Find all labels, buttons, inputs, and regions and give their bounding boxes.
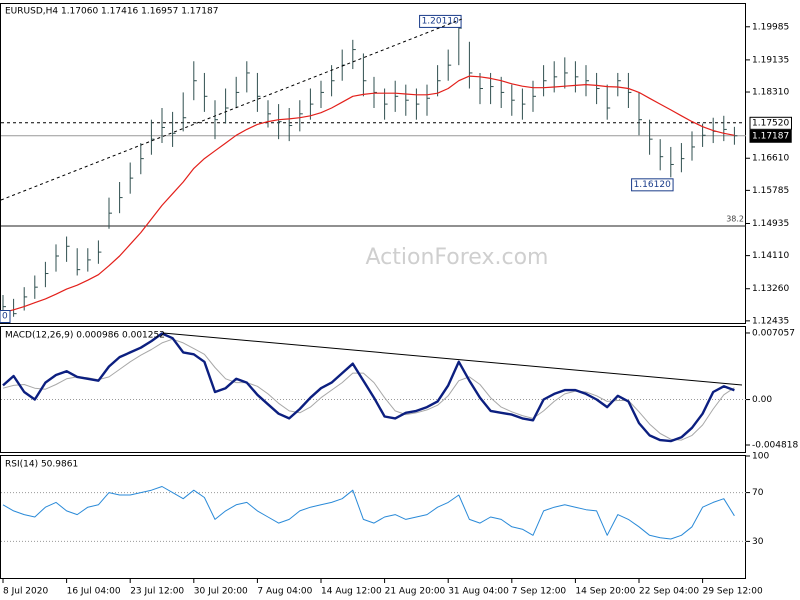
rsi-line xyxy=(2,486,735,540)
price-label-box xyxy=(749,129,792,143)
x-tick-label: 14 Aug 12:00 xyxy=(321,587,382,597)
x-tick-label: 21 Aug 20:00 xyxy=(385,587,446,597)
price-label: 1.17520 xyxy=(752,118,789,128)
x-tick-label: 8 Jul 2020 xyxy=(3,587,48,597)
watermark: ActionForex.com xyxy=(366,245,549,270)
y-tick-label: -0.004818 xyxy=(752,441,798,451)
price-label-box xyxy=(419,14,462,28)
macd-line xyxy=(2,332,735,443)
price-label-box xyxy=(0,310,11,323)
x-tick-label: 16 Jul 04:00 xyxy=(67,587,121,597)
y-tick-label: 1.18310 xyxy=(752,88,789,98)
y-tick-label: 1.15785 xyxy=(752,186,789,196)
y-tick-label: 30 xyxy=(752,537,764,547)
y-tick-label: 1.16610 xyxy=(752,154,789,164)
price-label: 1.17187 xyxy=(752,131,789,141)
price-label: 1.20110 xyxy=(422,16,459,26)
price-panel-frame xyxy=(0,3,746,324)
rsi-panel-frame xyxy=(0,455,746,579)
fib-label: 38.2 xyxy=(726,215,744,224)
trend-line xyxy=(0,18,463,201)
y-tick-label: 1.19135 xyxy=(752,55,789,65)
x-tick-label: 7 Aug 04:00 xyxy=(257,587,312,597)
macd-title: MACD(12,26,9) 0.000986 0.001252 xyxy=(5,331,165,341)
x-tick-label: 7 Sep 12:00 xyxy=(512,587,567,597)
y-tick-label: 1.13260 xyxy=(752,284,789,294)
y-tick-label: 1.12435 xyxy=(752,316,789,326)
x-tick-label: 31 Aug 04:00 xyxy=(448,587,509,597)
y-tick-label: 1.14110 xyxy=(752,251,789,261)
plot-layer: 1.19985 1.19135 1.18310 1.16610 1.15785 1.149… xyxy=(0,14,798,597)
chart-title: EURUSD,H4 1.17060 1.17416 1.16957 1.1718… xyxy=(5,7,218,17)
price-label-box xyxy=(749,116,792,130)
price-label-box xyxy=(631,178,674,192)
x-tick-label: 22 Sep 04:00 xyxy=(639,587,699,597)
y-tick-label: 0.00 xyxy=(752,395,772,405)
macd-trend-line xyxy=(162,332,743,386)
x-tick-label: 23 Jul 12:00 xyxy=(130,587,184,597)
y-tick-label: 100 xyxy=(752,452,769,462)
moving-average xyxy=(2,75,735,314)
price-label: 0 xyxy=(2,312,8,322)
y-tick-label: 70 xyxy=(752,488,764,498)
y-tick-label: 1.19985 xyxy=(752,22,789,32)
x-tick-label: 29 Sep 12:00 xyxy=(703,587,763,597)
x-tick-label: 14 Sep 20:00 xyxy=(575,587,635,597)
y-tick-label: 1.14935 xyxy=(752,219,789,229)
x-tick-label: 30 Jul 20:00 xyxy=(194,587,248,597)
macd-panel-frame xyxy=(0,326,746,453)
price-label: 1.16120 xyxy=(634,180,671,190)
y-tick-label: 0.007057 xyxy=(752,328,795,338)
rsi-title: RSI(14) 50.9861 xyxy=(5,460,78,470)
